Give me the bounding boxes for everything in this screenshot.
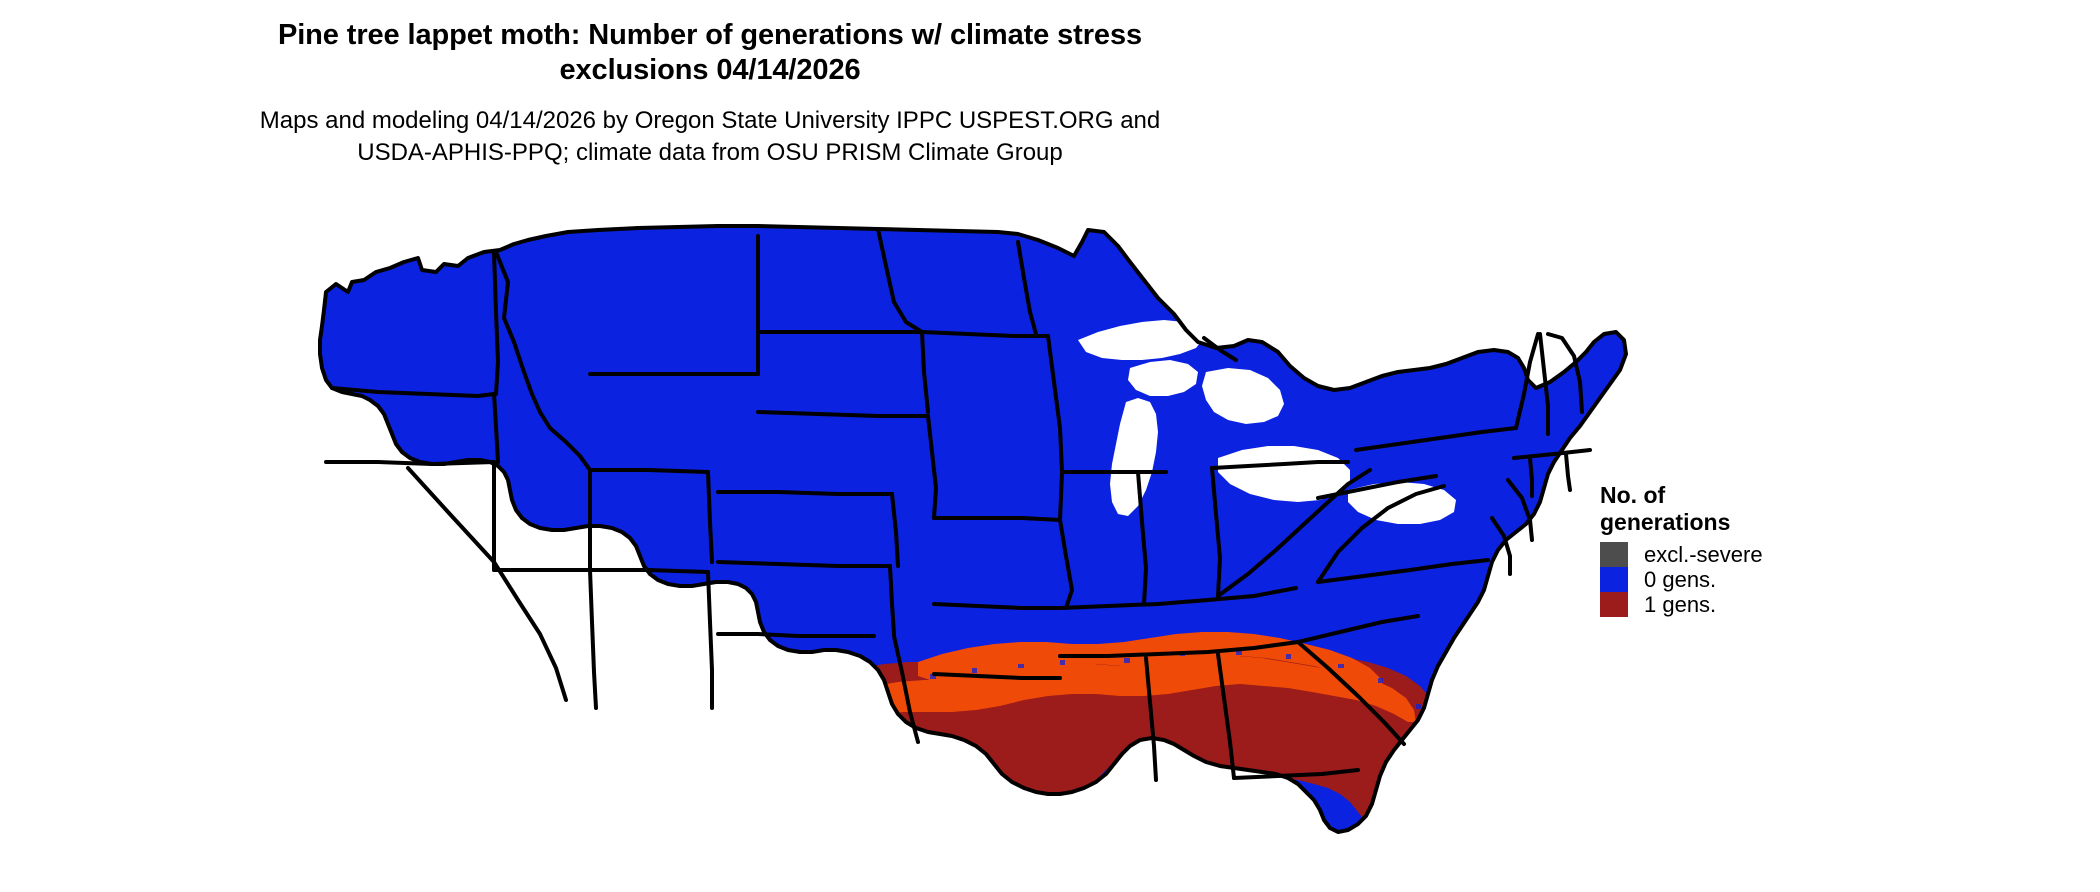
raster-zero-generations [320, 226, 1626, 832]
great-lakes [1078, 320, 1456, 524]
legend-label-one-gens: 1 gens. [1644, 592, 1717, 617]
raster-transition-band [788, 656, 1416, 740]
page-subtitle: Maps and modeling 04/14/2026 by Oregon S… [259, 107, 1161, 166]
legend-swatch-zero-gens [1600, 567, 1628, 592]
raster-california-band [366, 510, 582, 756]
legend-swatch-one-gens [1600, 592, 1628, 617]
legend-title: No. of generations [1600, 482, 1731, 535]
legend-label-zero-gens: 0 gens. [1644, 567, 1717, 592]
map-svg [318, 224, 1628, 834]
title-block: Pine tree lappet moth: Number of generat… [0, 18, 1420, 169]
page-title: Pine tree lappet moth: Number of generat… [277, 19, 1142, 86]
legend-item-one-gens: 1 gens. [1600, 592, 1930, 617]
map-raster-layer [320, 226, 1626, 832]
legend-item-excl-severe: excl.-severe [1600, 542, 1930, 567]
legend-label-excl-severe: excl.-severe [1644, 542, 1763, 567]
raster-transition-norcal [374, 498, 408, 532]
us-generations-map [318, 222, 1628, 882]
raster-transition-southwest [568, 654, 726, 730]
raster-southwest-red [514, 644, 626, 750]
legend-item-zero-gens: 0 gens. [1600, 567, 1930, 592]
map-legend: No. of generations excl.-severe 0 gens. … [1600, 482, 1930, 617]
legend-swatch-excl-severe [1600, 542, 1628, 567]
state-boundaries [318, 224, 1628, 834]
